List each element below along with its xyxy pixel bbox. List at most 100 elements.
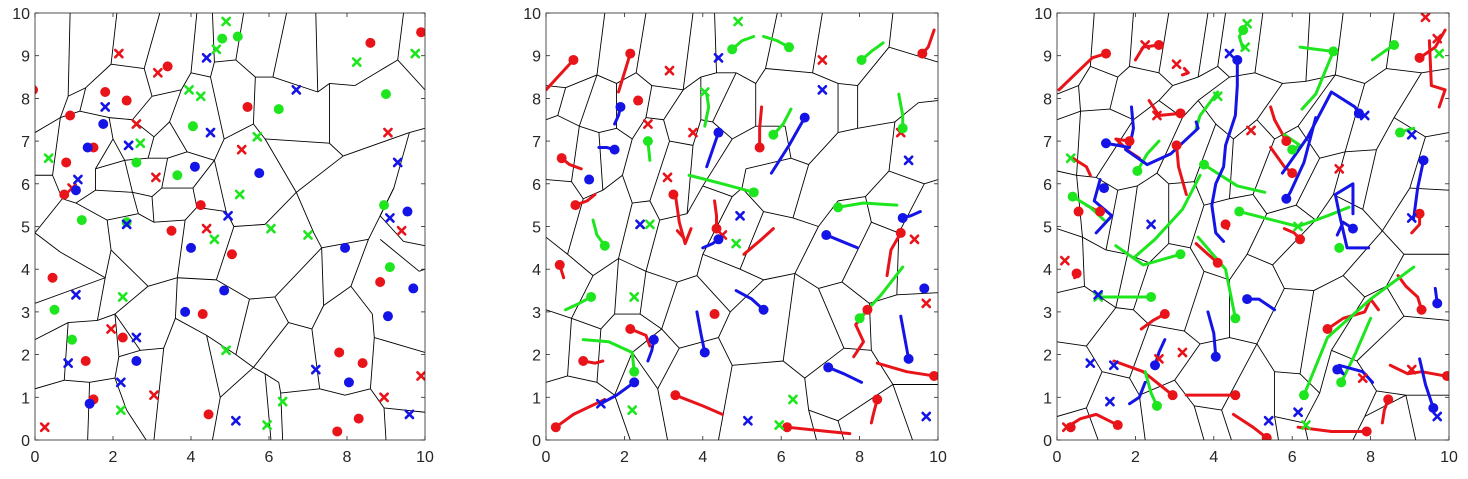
voronoi-edge: [1129, 13, 1134, 67]
y-tick-label: 9: [1043, 49, 1052, 66]
point-green-circle: [1234, 206, 1245, 217]
point-red-circle: [1101, 48, 1111, 59]
voronoi-edge: [765, 13, 778, 69]
voronoi-edge: [618, 258, 647, 272]
point-blue-x: [921, 411, 932, 422]
voronoi-edge: [616, 127, 633, 140]
voronoi-edge: [888, 13, 894, 48]
voronoi-edge: [1386, 68, 1422, 74]
x-tick-label: 0: [31, 449, 40, 466]
voronoi-edge: [169, 89, 182, 123]
voronoi-edge: [857, 121, 895, 129]
y-tick-label: 1: [21, 390, 30, 407]
point-red-circle: [709, 309, 720, 320]
voronoi-edge: [368, 215, 381, 240]
voronoi-edge: [1115, 254, 1128, 308]
voronoi-edge: [837, 83, 858, 87]
point-red-circle: [332, 426, 343, 437]
voronoi-edge: [1229, 72, 1256, 78]
voronoi-edge: [1274, 125, 1299, 140]
point-blue-x: [735, 210, 745, 221]
voronoi-edge: [89, 377, 116, 383]
voronoi-edge: [153, 121, 170, 138]
voronoi-edge: [1197, 65, 1218, 78]
point-red-circle: [59, 189, 70, 200]
voronoi-edge: [175, 317, 207, 336]
voronoi-edge: [153, 219, 186, 223]
voronoi-edge: [1080, 108, 1110, 112]
voronoi-edge: [1364, 68, 1387, 84]
voronoi-edge: [812, 72, 839, 84]
voronoi-edge: [1266, 204, 1297, 215]
point-green-circle: [1328, 46, 1339, 57]
voronoi-edge: [645, 117, 664, 121]
voronoi-edge: [252, 77, 256, 125]
voronoi-edge: [163, 318, 176, 349]
point-red-circle: [550, 422, 561, 433]
voronoi-edge: [190, 72, 211, 78]
voronoi-edge: [278, 382, 282, 394]
trajectory-blue: [1412, 158, 1426, 220]
point-green-circle: [1336, 377, 1347, 388]
point-green-circle: [121, 217, 132, 228]
voronoi-edge: [87, 382, 91, 440]
voronoi-edge: [1057, 285, 1085, 294]
voronoi-edge: [1393, 72, 1422, 118]
point-blue-circle: [1099, 183, 1110, 194]
voronoi-edge: [1229, 194, 1254, 200]
trajectory-red: [1396, 274, 1424, 312]
voronoi-edge: [898, 183, 925, 234]
voronoi-edge: [319, 388, 346, 396]
trajectory-blue: [826, 365, 864, 384]
voronoi-edge: [1085, 371, 1103, 409]
point-red-circle: [929, 370, 938, 381]
voronoi-edge: [64, 379, 90, 383]
voronoi-edge: [1129, 65, 1160, 74]
point-red-circle: [1442, 370, 1449, 381]
voronoi-edge: [1364, 390, 1377, 417]
panel-1: 0 2 4 6 8 10 0 1 2 3 4 5 6 7 8 9 10: [12, 6, 434, 466]
point-red-x: [416, 371, 425, 381]
point-red-circle: [334, 347, 345, 358]
y-tick-label: 9: [21, 49, 30, 66]
voronoi-edge: [1076, 175, 1083, 238]
voronoi-edge: [96, 277, 106, 321]
point-red-circle: [1261, 432, 1272, 440]
point-red-circle: [162, 61, 173, 72]
point-green-circle: [1199, 159, 1209, 170]
y-tick-label: 3: [1043, 305, 1052, 322]
voronoi-edge: [1221, 409, 1232, 440]
voronoi-edge: [918, 100, 938, 104]
voronoi-edge: [212, 397, 221, 440]
voronoi-edge: [888, 46, 938, 63]
voronoi-edge: [1295, 157, 1321, 206]
voronoi-edge: [1254, 72, 1283, 84]
voronoi-edge: [1158, 85, 1173, 101]
voronoi-edge: [808, 409, 839, 422]
trajectory-blue: [705, 131, 720, 169]
point-red-circle: [862, 304, 873, 315]
voronoi-edge: [1133, 309, 1150, 326]
voronoi-edge: [1409, 136, 1426, 189]
voronoi-edge: [177, 277, 217, 281]
voronoi-edge: [818, 281, 843, 289]
point-red-circle: [1095, 206, 1106, 217]
voronoi-edge: [151, 187, 163, 197]
voronoi-edge: [124, 160, 133, 193]
voronoi-edge: [1229, 138, 1234, 199]
voronoi-edge: [280, 388, 320, 394]
voronoi-edge: [295, 192, 315, 234]
panel-3: 0 2 4 6 8 10 0 1 2 3 4 5 6 7 8 9 10: [1034, 6, 1458, 466]
voronoi-edge: [1382, 230, 1405, 255]
point-red-circle: [226, 249, 237, 260]
voronoi-edge: [1319, 350, 1332, 394]
voronoi-edge: [1090, 65, 1118, 78]
voronoi-edge: [804, 347, 845, 379]
point-red-circle: [1175, 108, 1186, 119]
voronoi-edge: [370, 388, 385, 409]
point-red-circle: [782, 422, 793, 433]
voronoi-edge: [741, 168, 747, 189]
voronoi-edge: [567, 375, 598, 383]
point-blue-circle: [821, 230, 832, 241]
